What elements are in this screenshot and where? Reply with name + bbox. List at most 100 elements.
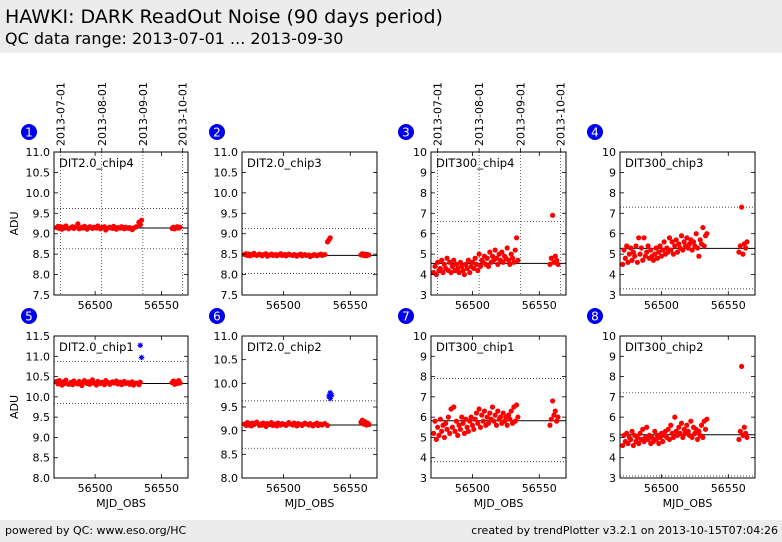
y-tick-label: 10.5	[214, 166, 239, 179]
data-point	[489, 404, 496, 410]
data-point	[493, 422, 500, 428]
panel-badge	[398, 124, 414, 140]
data-point	[620, 261, 626, 267]
y-tick-label: 9.0	[33, 228, 51, 241]
y-tick-label: 6	[609, 228, 616, 241]
data-point	[669, 239, 675, 245]
data-point	[674, 249, 681, 255]
data-point	[513, 235, 520, 241]
date-tick-label: 2013-08-01	[96, 82, 109, 146]
panel-badge	[587, 124, 603, 140]
y-tick-label: 10	[413, 146, 427, 159]
x-axis-label: MJD_OBS	[663, 497, 713, 510]
panel-label: DIT2.0_chip4	[59, 156, 134, 170]
plot-area	[54, 336, 188, 478]
x-tick-label: 56550	[144, 299, 179, 312]
data-point	[437, 265, 443, 272]
data-point	[441, 434, 447, 441]
panel-1: 7.5 8.0 8.5 9.0 9.5 10.0 10.5 11.0 56500 56550 201…	[8, 82, 190, 312]
y-tick-label: 3	[609, 472, 616, 485]
panel-4: 3 4 5 6 7 8 9 10 56500 56550 DIT300_chip3 4	[587, 124, 756, 312]
data-point	[441, 261, 447, 267]
data-point	[513, 402, 520, 408]
data-point	[476, 251, 482, 257]
page-subtitle: QC data range: 2013-07-01 ... 2013-09-30	[5, 29, 344, 48]
data-point	[676, 424, 682, 430]
data-point	[473, 261, 480, 267]
data-point	[645, 243, 651, 249]
data-point	[464, 424, 470, 430]
y-tick-label: 4	[609, 452, 616, 465]
data-point	[366, 421, 372, 428]
data-point	[138, 217, 145, 223]
date-tick-label: 2013-10-01	[177, 82, 190, 146]
data-point	[640, 257, 646, 263]
data-point	[641, 438, 647, 445]
y-tick-label: 3	[420, 289, 427, 302]
data-point	[485, 420, 492, 426]
panel-badge-number: 3	[402, 126, 410, 140]
data-point	[638, 245, 644, 251]
data-point	[632, 253, 638, 259]
y-tick-label: 9	[609, 166, 616, 179]
y-tick-label: 8.5	[33, 452, 51, 465]
data-point	[681, 426, 687, 432]
y-tick-label: 9.5	[33, 411, 51, 424]
panel-label: DIT300_chip2	[625, 340, 703, 354]
data-point	[668, 422, 674, 428]
data-point	[678, 233, 685, 239]
data-point	[469, 259, 476, 265]
date-tick-label: 2013-08-01	[473, 82, 486, 146]
panel-5: 8.0 8.5 9.0 9.5 10.0 10.5 11.0 11.5 56500 56550 DI…	[8, 308, 189, 510]
data-point	[515, 257, 521, 263]
y-tick-label: 9.5	[221, 401, 239, 414]
data-point	[692, 430, 698, 436]
data-point	[499, 249, 505, 255]
y-tick-label: 4	[420, 452, 427, 465]
data-point	[684, 422, 690, 428]
data-point	[552, 408, 558, 414]
data-point	[76, 378, 82, 385]
data-point	[447, 430, 453, 436]
date-tick-label: 2013-09-01	[515, 82, 528, 146]
data-point	[642, 253, 648, 259]
y-tick-label: 7.5	[33, 289, 51, 302]
y-tick-label: 3	[609, 289, 616, 302]
data-point	[640, 426, 646, 432]
data-point	[677, 430, 683, 436]
data-point	[704, 416, 710, 422]
data-point	[449, 263, 455, 269]
data-point	[433, 436, 439, 443]
data-point	[504, 422, 510, 428]
data-point	[701, 243, 707, 249]
data-point	[688, 418, 694, 424]
data-point	[636, 235, 642, 241]
data-point	[739, 363, 745, 370]
data-point	[685, 245, 691, 251]
y-axis-label: ADU	[8, 395, 21, 419]
data-point	[461, 430, 468, 436]
data-point	[472, 416, 478, 422]
data-point	[700, 434, 706, 441]
x-tick-label: 56500	[455, 482, 490, 495]
data-point	[694, 436, 701, 443]
y-tick-label: 11.0	[214, 146, 239, 159]
data-point	[644, 424, 650, 430]
y-tick-label: 6	[609, 411, 616, 424]
data-point	[658, 253, 665, 259]
plot-area	[242, 336, 377, 478]
data-point	[452, 428, 458, 434]
panel-badge	[209, 308, 225, 324]
data-point	[660, 247, 666, 253]
data-point	[649, 434, 655, 441]
data-point	[508, 408, 514, 414]
data-point	[698, 422, 705, 428]
data-point	[554, 257, 560, 263]
x-axis-label: MJD_OBS	[285, 497, 335, 510]
outlier-point	[327, 390, 334, 396]
x-tick-label: 56500	[644, 482, 679, 495]
data-point	[475, 420, 481, 426]
plot-frame	[53, 335, 189, 479]
data-point	[515, 414, 521, 420]
